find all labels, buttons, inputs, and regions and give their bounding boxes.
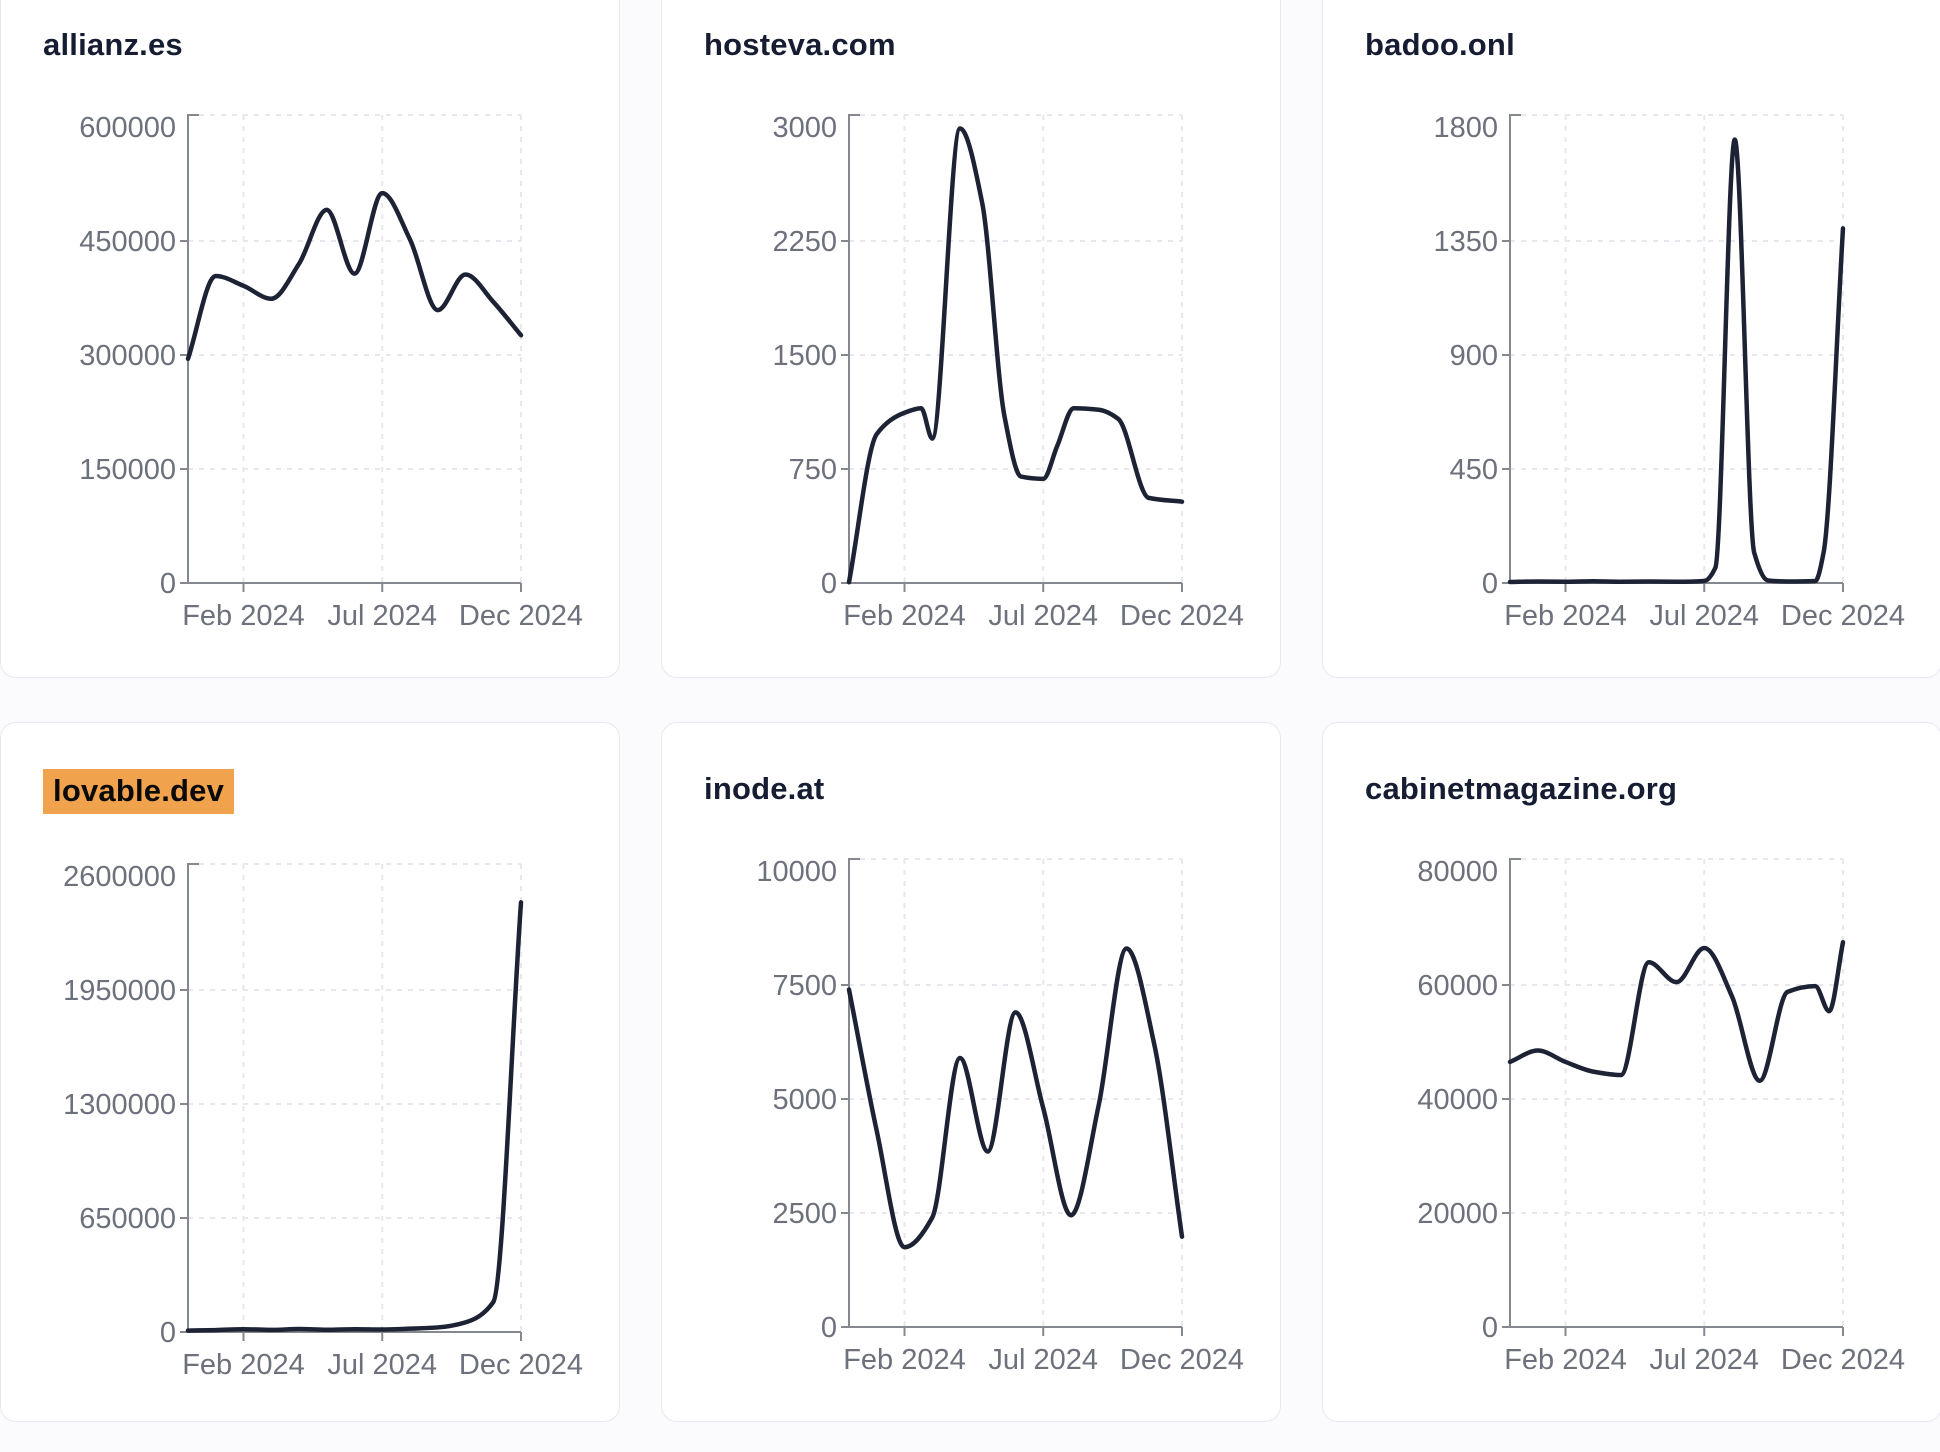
svg-text:Jul 2024: Jul 2024 <box>1649 1344 1759 1376</box>
chart-title[interactable]: inode.at <box>704 771 825 806</box>
line-chart-hosteva-com: 3000 2250 1500 750 0 Feb 2024 Jul 2024 Dec 2024 <box>662 79 1282 659</box>
svg-text:Jul 2024: Jul 2024 <box>1649 600 1759 632</box>
svg-text:10000: 10000 <box>756 856 837 888</box>
svg-text:Jul 2024: Jul 2024 <box>327 1349 437 1381</box>
chart-title[interactable]: cabinetmagazine.org <box>1365 771 1678 806</box>
svg-text:Dec 2024: Dec 2024 <box>1781 600 1905 632</box>
chart-card-hosteva-com: hosteva.com 3000 2250 1500 750 0 Feb 2024 Jul … <box>661 0 1281 678</box>
svg-text:1350: 1350 <box>1433 226 1498 258</box>
svg-text:450000: 450000 <box>79 226 176 258</box>
svg-text:60000: 60000 <box>1417 970 1498 1002</box>
chart-card-cabinetmagazine-org: cabinetmagazine.org 80000 60000 40000 20000… <box>1322 722 1940 1422</box>
svg-text:Feb 2024: Feb 2024 <box>182 600 305 632</box>
svg-text:2600000: 2600000 <box>63 861 176 893</box>
svg-text:Dec 2024: Dec 2024 <box>459 600 583 632</box>
svg-text:300000: 300000 <box>79 340 176 372</box>
charts-grid: allianz.es 600000 450000 300000 150000 0 Feb … <box>0 0 1940 1422</box>
svg-text:Feb 2024: Feb 2024 <box>843 600 966 632</box>
svg-text:0: 0 <box>1482 1312 1498 1344</box>
svg-text:2500: 2500 <box>772 1198 837 1230</box>
svg-text:Feb 2024: Feb 2024 <box>1504 600 1627 632</box>
svg-text:Feb 2024: Feb 2024 <box>1504 1344 1627 1376</box>
svg-text:1500: 1500 <box>772 340 837 372</box>
svg-text:450: 450 <box>1450 454 1498 486</box>
chart-card-lovable-dev: lovable.dev 2600000 1950000 1300000 650000 0… <box>0 722 620 1422</box>
line-chart-cabinetmagazine-org: 80000 60000 40000 20000 0 Feb 2024 Jul 2024 Dec… <box>1323 823 1940 1403</box>
chart-title-highlighted[interactable]: lovable.dev <box>43 769 619 814</box>
svg-text:3000: 3000 <box>772 112 837 144</box>
svg-text:Feb 2024: Feb 2024 <box>843 1344 966 1376</box>
svg-text:750: 750 <box>789 454 837 486</box>
chart-card-inode-at: inode.at 10000 7500 5000 2500 0 Feb 2024 Jul 2… <box>661 722 1281 1422</box>
line-chart-lovable-dev: 2600000 1950000 1300000 650000 0 Feb 2024 Jul … <box>1 828 621 1408</box>
svg-text:5000: 5000 <box>772 1084 837 1116</box>
svg-text:Dec 2024: Dec 2024 <box>1120 600 1244 632</box>
svg-text:600000: 600000 <box>79 112 176 144</box>
line-chart-badoo-onl: 1800 1350 900 450 0 Feb 2024 Jul 2024 Dec 2024 <box>1323 79 1940 659</box>
chart-card-badoo-onl: badoo.onl 1800 1350 900 450 0 Feb 2024 Jul 202… <box>1322 0 1940 678</box>
svg-text:900: 900 <box>1450 340 1498 372</box>
svg-text:Jul 2024: Jul 2024 <box>988 1344 1098 1376</box>
svg-text:Feb 2024: Feb 2024 <box>182 1349 305 1381</box>
svg-text:0: 0 <box>1482 568 1498 600</box>
svg-text:1800: 1800 <box>1433 112 1498 144</box>
svg-text:Jul 2024: Jul 2024 <box>327 600 437 632</box>
chart-card-allianz-es: allianz.es 600000 450000 300000 150000 0 Feb … <box>0 0 620 678</box>
svg-text:150000: 150000 <box>79 454 176 486</box>
svg-text:Jul 2024: Jul 2024 <box>988 600 1098 632</box>
svg-text:0: 0 <box>821 1312 837 1344</box>
svg-text:650000: 650000 <box>79 1203 176 1235</box>
chart-title[interactable]: allianz.es <box>43 27 183 62</box>
svg-text:40000: 40000 <box>1417 1084 1498 1116</box>
svg-text:0: 0 <box>160 1317 176 1349</box>
svg-text:80000: 80000 <box>1417 856 1498 888</box>
svg-text:1300000: 1300000 <box>63 1089 176 1121</box>
svg-text:20000: 20000 <box>1417 1198 1498 1230</box>
line-chart-allianz-es: 600000 450000 300000 150000 0 Feb 2024 Jul 202… <box>1 79 621 659</box>
svg-text:Dec 2024: Dec 2024 <box>459 1349 583 1381</box>
svg-text:1950000: 1950000 <box>63 975 176 1007</box>
line-chart-inode-at: 10000 7500 5000 2500 0 Feb 2024 Jul 2024 Dec 20… <box>662 823 1282 1403</box>
chart-title[interactable]: badoo.onl <box>1365 27 1515 62</box>
svg-text:Dec 2024: Dec 2024 <box>1781 1344 1905 1376</box>
svg-text:Dec 2024: Dec 2024 <box>1120 1344 1244 1376</box>
svg-text:0: 0 <box>160 568 176 600</box>
svg-text:0: 0 <box>821 568 837 600</box>
svg-text:7500: 7500 <box>772 970 837 1002</box>
svg-text:2250: 2250 <box>772 226 837 258</box>
chart-title[interactable]: hosteva.com <box>704 27 896 62</box>
